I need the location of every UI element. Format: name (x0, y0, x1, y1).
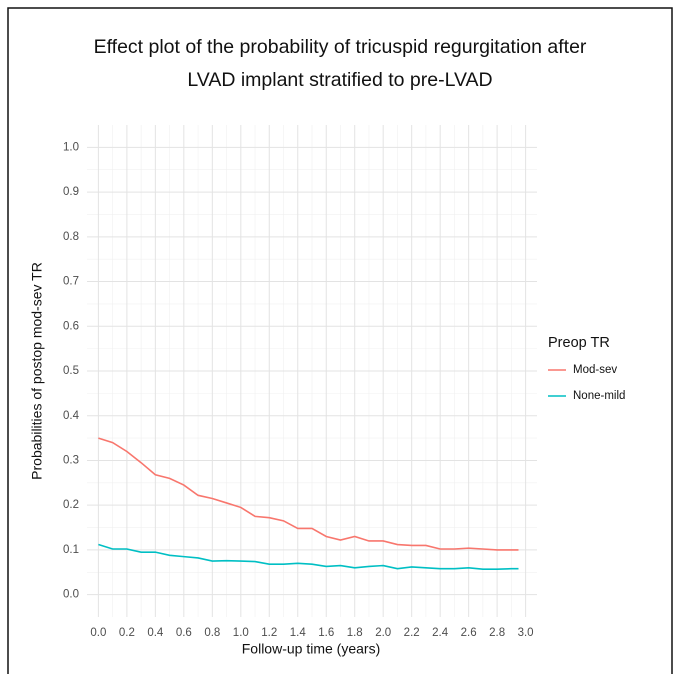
x-tick-label: 1.0 (233, 627, 249, 639)
y-tick-label: 0.1 (63, 544, 79, 556)
y-tick-label: 0.8 (63, 231, 79, 243)
y-tick-label: 0.2 (63, 499, 79, 511)
x-tick-label: 0.4 (147, 627, 164, 639)
series-line (98, 437, 519, 551)
y-tick-label: 0.4 (63, 410, 80, 422)
chart-title: LVAD implant stratified to pre-LVAD (187, 69, 492, 91)
legend-label: None-mild (573, 390, 625, 402)
x-axis-title: Follow-up time (years) (242, 641, 380, 657)
x-tick-label: 0.0 (90, 627, 106, 639)
x-tick-label: 0.6 (176, 627, 192, 639)
plot-area (87, 125, 537, 617)
chart-title: Effect plot of the probability of tricus… (94, 36, 587, 58)
x-tick-label: 2.6 (461, 627, 477, 639)
y-tick-label: 0.5 (63, 365, 79, 377)
x-tick-label: 2.4 (432, 627, 449, 639)
x-tick-label: 1.4 (290, 627, 307, 639)
frame (7, 7, 673, 674)
x-tick-label: 3.0 (518, 627, 534, 639)
x-tick-label: 2.8 (489, 627, 505, 639)
x-tick-label: 1.2 (261, 627, 277, 639)
series-line (98, 543, 519, 570)
y-axis-title: Probabilities of postop mod-sev TR (29, 262, 45, 480)
legend-label: Mod-sev (573, 364, 617, 376)
legend-title: Preop TR (548, 335, 610, 351)
x-tick-label: 0.2 (119, 627, 135, 639)
y-tick-label: 0.0 (63, 589, 79, 601)
x-tick-label: 1.8 (347, 627, 363, 639)
x-tick-label: 0.8 (204, 627, 220, 639)
y-tick-label: 0.7 (63, 276, 79, 288)
x-tick-label: 2.0 (375, 627, 391, 639)
x-tick-label: 1.6 (318, 627, 334, 639)
y-tick-label: 0.9 (63, 186, 79, 198)
y-tick-label: 0.3 (63, 454, 79, 466)
y-tick-label: 0.6 (63, 320, 79, 332)
y-tick-label: 1.0 (63, 141, 79, 153)
x-tick-label: 2.2 (404, 627, 420, 639)
